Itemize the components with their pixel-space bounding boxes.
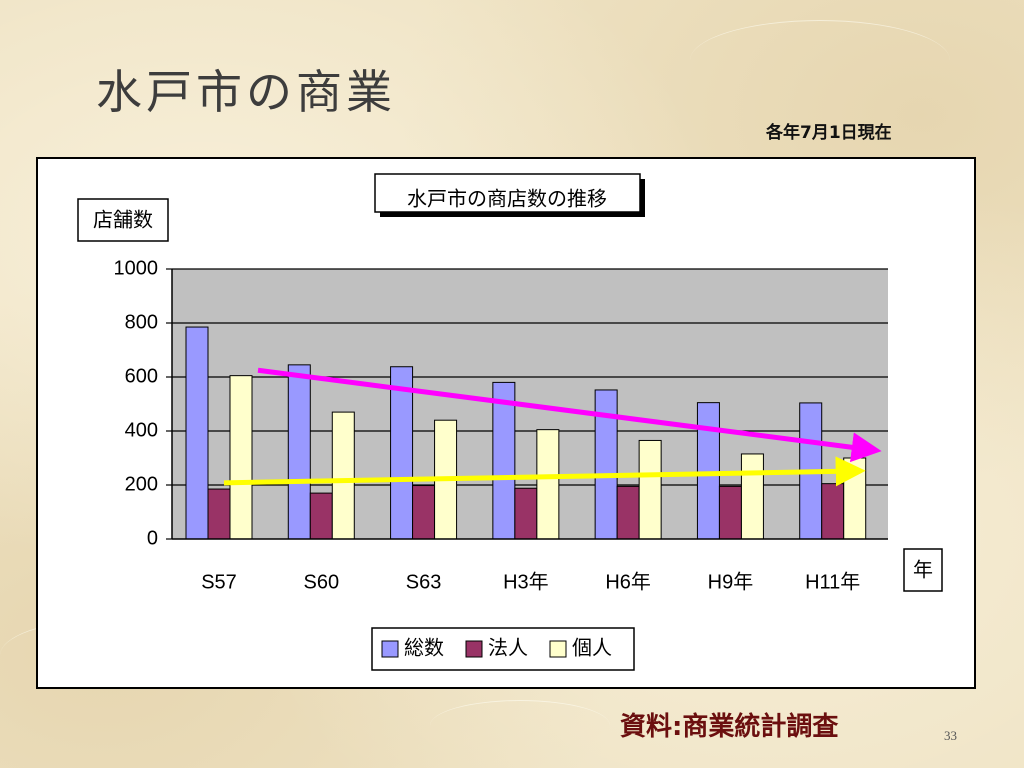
page-number: 33 [944,728,957,743]
legend-swatch [381,640,399,658]
legend-swatch [549,640,567,658]
bar-個人-H6年 [638,439,662,540]
decrease-arrow [257,367,882,463]
x-tick-label: S63 [406,571,442,593]
y-tick-labels: 0 200 400 600 800 1000 [114,257,172,549]
source-note: 資料:商業統計調査 [620,712,839,742]
bar-法人-S63 [412,485,436,540]
legend-label: 法人 [488,636,528,660]
bar-総数-S60 [287,364,311,540]
paper-fiber [690,20,950,101]
bar-法人-H9年 [718,485,742,540]
x-tick-label: S57 [201,571,237,593]
y-axis-label: 店舗数 [93,208,153,232]
bar-個人-H3年 [536,429,560,540]
slide-title: 水戸市の商業 [96,65,396,119]
chart-title-box: 水戸市の商店数の推移 [374,173,645,217]
y-axis-label-box: 店舗数 [77,198,169,242]
bar-個人-S57 [229,375,253,540]
bar-法人-H6年 [616,485,640,540]
x-axis-label-box: 年 [903,548,943,592]
bars [185,326,867,540]
y-tick-label: 400 [125,419,158,441]
bar-法人-H3年 [514,487,538,540]
x-tick-label: H6年 [605,570,651,593]
x-tick-label: H9年 [708,570,754,593]
x-tick-label: H3年 [503,570,549,593]
bar-総数-S63 [390,366,414,540]
y-tick-label: 1000 [114,257,159,279]
chart-title: 水戸市の商店数の推移 [407,187,607,211]
y-tick-label: 800 [125,311,158,333]
x-tick-label: S60 [303,571,339,593]
bar-総数-H9年 [696,402,720,540]
bar-個人-H9年 [740,453,764,540]
bar-法人-S57 [207,488,231,540]
bar-個人-S60 [331,411,355,540]
x-axis-label: 年 [913,558,933,582]
trend-arrows [223,367,882,487]
y-tick-label: 200 [125,473,158,495]
legend-swatch [465,640,483,658]
date-note: 各年7月1日現在 [766,123,892,143]
y-tick-label: 600 [125,365,158,387]
legend: 総数 法人 個人 [371,627,635,671]
bar-総数-S57 [185,326,209,540]
chart-svg: 0 200 400 600 800 1000 S57 S60 S63 H3年 H6年 H9年 H11年… [77,173,943,671]
legend-label: 個人 [572,636,612,660]
bar-法人-H11年 [821,483,845,540]
bar-法人-S60 [309,492,333,540]
y-tick-label: 0 [147,527,158,549]
paper-fiber [430,700,610,751]
x-tick-labels: S57 S60 S63 H3年 H6年 H9年 H11年 [201,570,860,593]
flat-arrow [223,456,866,487]
x-tick-label: H11年 [805,570,860,593]
chart-frame: 0 200 400 600 800 1000 S57 S60 S63 H3年 H6年 H9年 H11年… [36,157,976,689]
legend-label: 総数 [404,636,444,660]
bar-総数-H3年 [492,381,516,540]
